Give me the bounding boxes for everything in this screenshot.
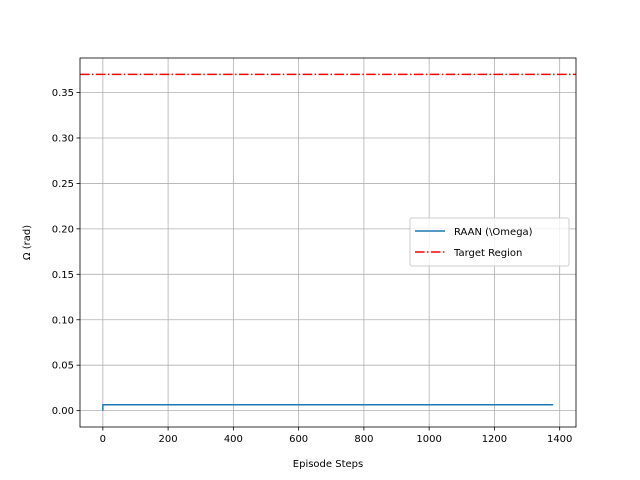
- x-tick-label: 200: [159, 434, 178, 445]
- y-tick-label: 0.10: [52, 315, 74, 326]
- y-axis-label: Ω (rad): [22, 225, 33, 260]
- x-tick-label: 400: [224, 434, 243, 445]
- x-axis: 0 200 400 600 800 1000 1200 1400: [100, 427, 572, 445]
- legend: RAAN (\Omega) Target Region: [409, 217, 570, 267]
- y-tick-label: 0.25: [52, 179, 74, 190]
- y-tick-label: 0.00: [52, 406, 74, 417]
- series-layer: [80, 73, 576, 411]
- series-line-raan: [102, 403, 554, 411]
- y-tick-label: 0.05: [52, 361, 74, 372]
- x-tick-label: 0: [100, 434, 106, 445]
- x-tick-label: 800: [354, 434, 373, 445]
- x-tick-label: 1400: [547, 434, 572, 445]
- y-tick-label: 0.30: [52, 133, 74, 144]
- legend-box: [409, 217, 570, 267]
- x-axis-label: Episode Steps: [293, 459, 363, 470]
- y-tick-label: 0.20: [52, 224, 74, 235]
- x-tick-label: 1200: [482, 434, 507, 445]
- y-tick-label: 0.15: [52, 270, 74, 281]
- legend-label-raan: RAAN (\Omega): [454, 227, 533, 238]
- x-tick-label: 1000: [416, 434, 441, 445]
- y-tick-label: 0.35: [52, 88, 74, 99]
- legend-label-target-region: Target Region: [453, 248, 522, 259]
- y-axis: 0.00 0.05 0.10 0.15 0.20 0.25 0.30 0.35: [52, 88, 80, 417]
- x-tick-label: 600: [289, 434, 308, 445]
- plot-frame: [79, 57, 577, 428]
